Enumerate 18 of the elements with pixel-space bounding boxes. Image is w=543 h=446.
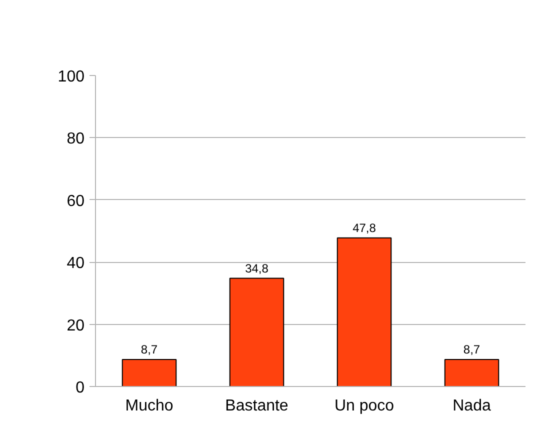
x-tick-label: Nada (452, 398, 491, 414)
bar (336, 237, 392, 386)
y-tick-label: 40 (66, 255, 85, 272)
y-tick-label: 100 (58, 68, 85, 86)
data-label: 47,8 (352, 220, 376, 235)
data-label: 34,8 (245, 261, 269, 276)
bar (444, 358, 500, 386)
y-tick-label: 80 (66, 130, 85, 148)
x-tick-label: Bastante (225, 398, 288, 414)
x-tick-label: Un poco (334, 398, 394, 414)
bar (122, 358, 177, 386)
x-tick-label: Mucho (125, 398, 174, 414)
data-label: 8,7 (463, 342, 480, 356)
y-tick-label: 20 (66, 317, 85, 334)
y-tick-label: 0 (76, 380, 85, 396)
data-label: 8,7 (140, 342, 158, 356)
bar (229, 278, 284, 386)
y-tick-label: 60 (66, 192, 85, 210)
